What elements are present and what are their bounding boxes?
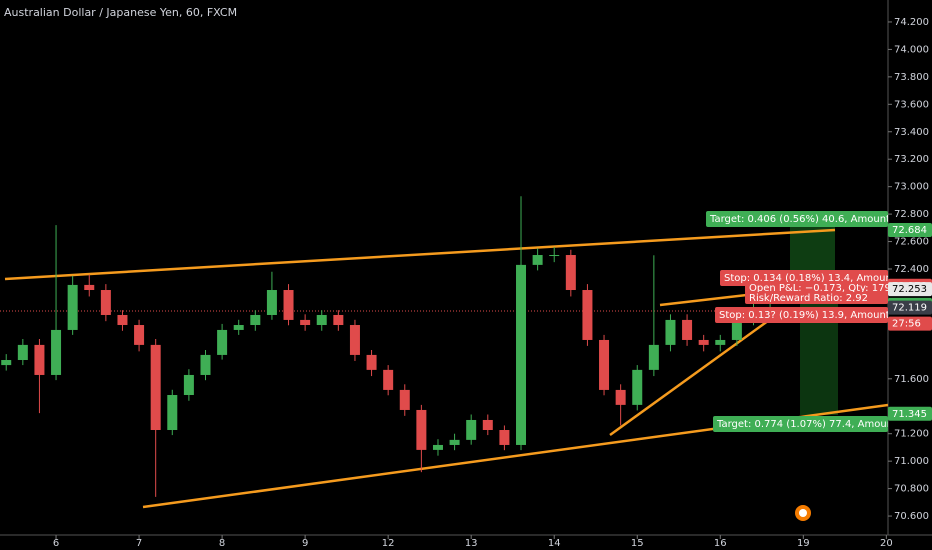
annotation-box [706, 211, 888, 227]
y-tick-label: 70.600 [894, 511, 929, 522]
x-tick-label: 19 [797, 538, 810, 549]
y-tick-label: 73.600 [894, 99, 929, 110]
price-label-box [888, 406, 932, 421]
price-label-box [888, 223, 932, 238]
annotation: Stop: 0.134 (0.18%) 13.4, Amount: 7 [724, 273, 909, 284]
candle-body [416, 409, 427, 450]
candle-body [599, 339, 610, 390]
candle-body [266, 290, 277, 315]
x-tick-label: 8 [219, 538, 225, 549]
y-tick-label: 71.000 [894, 456, 929, 467]
candle-body [233, 325, 244, 330]
candle-body [665, 319, 676, 345]
x-tick-label: 6 [53, 538, 59, 549]
y-tick-label: 74.200 [894, 17, 929, 28]
candle-body [250, 314, 261, 326]
candle-body [67, 284, 78, 330]
candle-body [482, 419, 493, 431]
x-tick-label: 15 [631, 538, 644, 549]
candle-body [549, 255, 560, 257]
x-tick-label: 14 [548, 538, 561, 549]
y-tick-label: 74.000 [894, 44, 929, 55]
candle-body [632, 369, 643, 405]
candle-body [349, 325, 360, 355]
candle-body [648, 344, 659, 370]
y-tick-label: 72.400 [894, 264, 929, 275]
candle-body [582, 290, 593, 340]
x-tick-label: 20 [880, 538, 893, 549]
x-tick-label: 12 [382, 538, 395, 549]
candle-body [100, 290, 111, 315]
x-tick-label: 7 [136, 538, 142, 549]
x-tick-label: 16 [714, 538, 727, 549]
candle-body [615, 389, 626, 405]
y-tick-label: 72.600 [894, 237, 929, 248]
price-label-box [888, 282, 932, 297]
candle-body [1, 360, 12, 366]
annotation: Target: 0.406 (0.56%) 40.6, Amount: 17 [709, 214, 909, 225]
price-label: 72.684 [892, 225, 927, 236]
price-label-box [888, 300, 932, 315]
annotations: Target: 0.406 (0.56%) 40.6, Amount: 17 St… [706, 211, 910, 432]
candle-body [698, 339, 709, 345]
y-tick-label: 73.800 [894, 72, 929, 83]
annotation: Target: 0.774 (1.07%) 77.4, Amount: 2 [716, 419, 910, 430]
candle-body [150, 344, 161, 431]
candle-body [84, 284, 95, 291]
y-tick-label: 72.800 [894, 209, 929, 220]
y-tick-label: 71.600 [894, 374, 929, 385]
candle-body [383, 369, 394, 390]
candle-body [366, 354, 377, 370]
candle-body [399, 389, 410, 410]
candle-body [532, 255, 543, 265]
candle-body [34, 344, 45, 375]
annotation-box [745, 292, 888, 304]
candle-body [283, 290, 294, 320]
price-label: 71.345 [892, 409, 927, 420]
y-tick-label: 73.000 [894, 182, 929, 193]
candle-body [117, 314, 128, 326]
candle-body [333, 314, 344, 326]
candle-body [134, 325, 145, 345]
annotation: Open P&L: −0.173, Qty: 1798 [749, 283, 897, 294]
candle-body [516, 264, 527, 445]
y-tick-label: 73.400 [894, 127, 929, 138]
logo [799, 509, 807, 517]
candle-body [316, 314, 327, 326]
candle-body [715, 339, 726, 345]
candle-body [449, 439, 460, 445]
annotation-box [715, 307, 888, 323]
annotation-box [713, 416, 888, 432]
price-label: 72.119 [892, 303, 927, 314]
x-tick-label: 13 [465, 538, 478, 549]
candle-body [499, 430, 510, 445]
chart-title: Australian Dollar / Japanese Yen, 60, FX… [4, 6, 237, 19]
candle-body [167, 395, 178, 431]
candle-body [51, 329, 62, 375]
candle-body [731, 319, 742, 340]
x-tick-label: 9 [302, 538, 308, 549]
countdown: 27:56 [892, 319, 921, 330]
candle-body [300, 319, 311, 326]
annotation: Stop: 0.13? (0.19%) 13.9, Amount: 75 [719, 310, 909, 321]
candle-body [466, 419, 477, 440]
candle-body [432, 444, 443, 450]
candle-body [200, 354, 211, 375]
y-tick-label: 71.200 [894, 429, 929, 440]
annotation-box [745, 282, 888, 294]
y-tick-label: 73.200 [894, 154, 929, 165]
price-label: 72.253 [892, 284, 927, 295]
trend-line [4, 228, 836, 281]
candle-body [17, 344, 28, 361]
candle-body [183, 374, 194, 396]
trend-line [609, 316, 773, 437]
candle-body [682, 319, 693, 340]
y-tick-label: 70.800 [894, 484, 929, 495]
countdown-box [888, 316, 932, 331]
annotation: Risk/Reward Ratio: 2.92 [749, 293, 868, 304]
candle-body [565, 255, 576, 291]
candle-body [217, 329, 228, 355]
